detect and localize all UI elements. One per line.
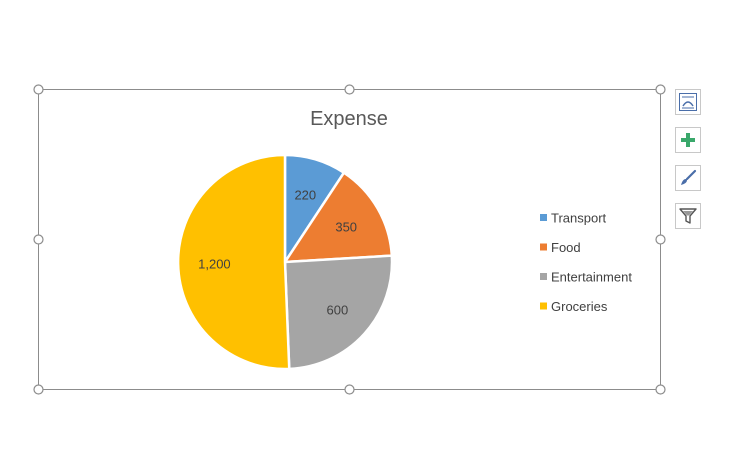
data-label-groceries: 1,200 xyxy=(198,256,231,271)
filter-icon xyxy=(679,208,697,224)
chart-filters-button[interactable] xyxy=(675,203,701,229)
pie-slice-entertainment[interactable] xyxy=(283,254,394,371)
legend-label-food: Food xyxy=(551,240,581,255)
plus-icon xyxy=(681,133,695,147)
chart-elements-button[interactable] xyxy=(675,127,701,153)
resize-handle[interactable] xyxy=(33,84,44,95)
paintbrush-icon xyxy=(681,169,697,185)
resize-handle[interactable] xyxy=(655,84,666,95)
data-label-transport: 220 xyxy=(294,187,316,202)
pie-plot xyxy=(176,153,394,371)
layout-options-button[interactable] xyxy=(675,89,701,115)
legend-swatch-transport xyxy=(540,214,547,221)
resize-handle[interactable] xyxy=(33,384,44,395)
legend-label-transport: Transport xyxy=(551,211,607,226)
resize-handle[interactable] xyxy=(655,384,666,395)
legend-swatch-food xyxy=(540,243,547,251)
legend-swatch-entertainment xyxy=(540,273,547,280)
resize-handle[interactable] xyxy=(344,84,355,95)
data-label-food: 350 xyxy=(335,220,357,235)
chart-styles-button[interactable] xyxy=(675,165,701,191)
resize-handle[interactable] xyxy=(344,384,355,395)
legend-label-entertainment: Entertainment xyxy=(551,270,632,285)
chart-title: Expense xyxy=(310,108,388,130)
pie-slice-food[interactable] xyxy=(283,171,394,264)
resize-handle[interactable] xyxy=(655,234,666,245)
data-label-entertainment: 600 xyxy=(327,302,349,317)
legend: Transport Food Entertainment Groceries xyxy=(540,211,632,314)
data-labels: 220 350 600 1,200 xyxy=(198,187,357,317)
resize-handles[interactable] xyxy=(33,84,666,395)
resize-handle[interactable] xyxy=(33,234,44,245)
legend-swatch-groceries xyxy=(540,302,547,310)
pie-slice-groceries[interactable] xyxy=(176,153,291,371)
legend-label-groceries: Groceries xyxy=(551,299,608,314)
layout-options-icon xyxy=(679,93,697,111)
